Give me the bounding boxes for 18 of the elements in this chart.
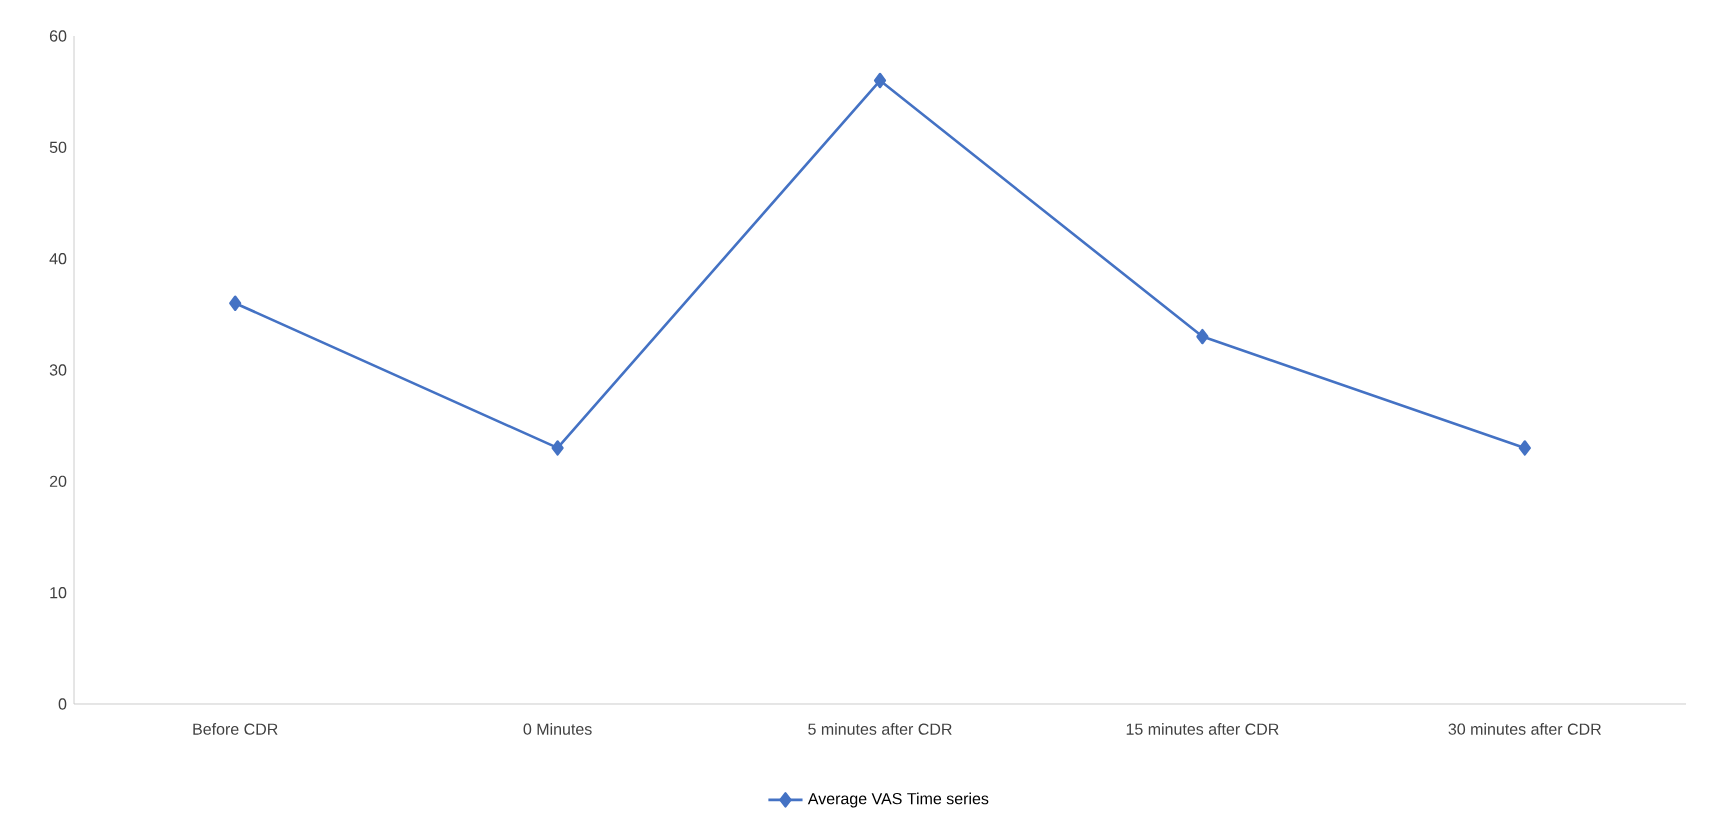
x-tick-label: 15 minutes after CDR	[1126, 723, 1279, 735]
x-tick-label: 30 minutes after CDR	[1448, 723, 1601, 735]
y-tick-label: 60	[49, 30, 67, 42]
y-tick-label: 10	[50, 587, 67, 599]
y-tick-label: 30	[49, 364, 67, 376]
point	[873, 72, 887, 89]
x-tick-label: 5 minutes after CDR	[808, 723, 952, 735]
legend-label: Average VAS Time series	[807, 792, 989, 808]
x-tick-label: 0 Minutes	[523, 723, 592, 735]
y-tick-label: 20	[49, 475, 67, 487]
point	[1518, 440, 1531, 456]
y-tick-label: 0	[58, 698, 67, 710]
y-tick-label: 40	[49, 253, 67, 265]
point	[229, 295, 242, 311]
y-tick-label: 50	[49, 141, 67, 153]
point	[551, 440, 564, 456]
point	[1196, 328, 1209, 345]
x-tick-label: Before CDR	[193, 723, 278, 735]
